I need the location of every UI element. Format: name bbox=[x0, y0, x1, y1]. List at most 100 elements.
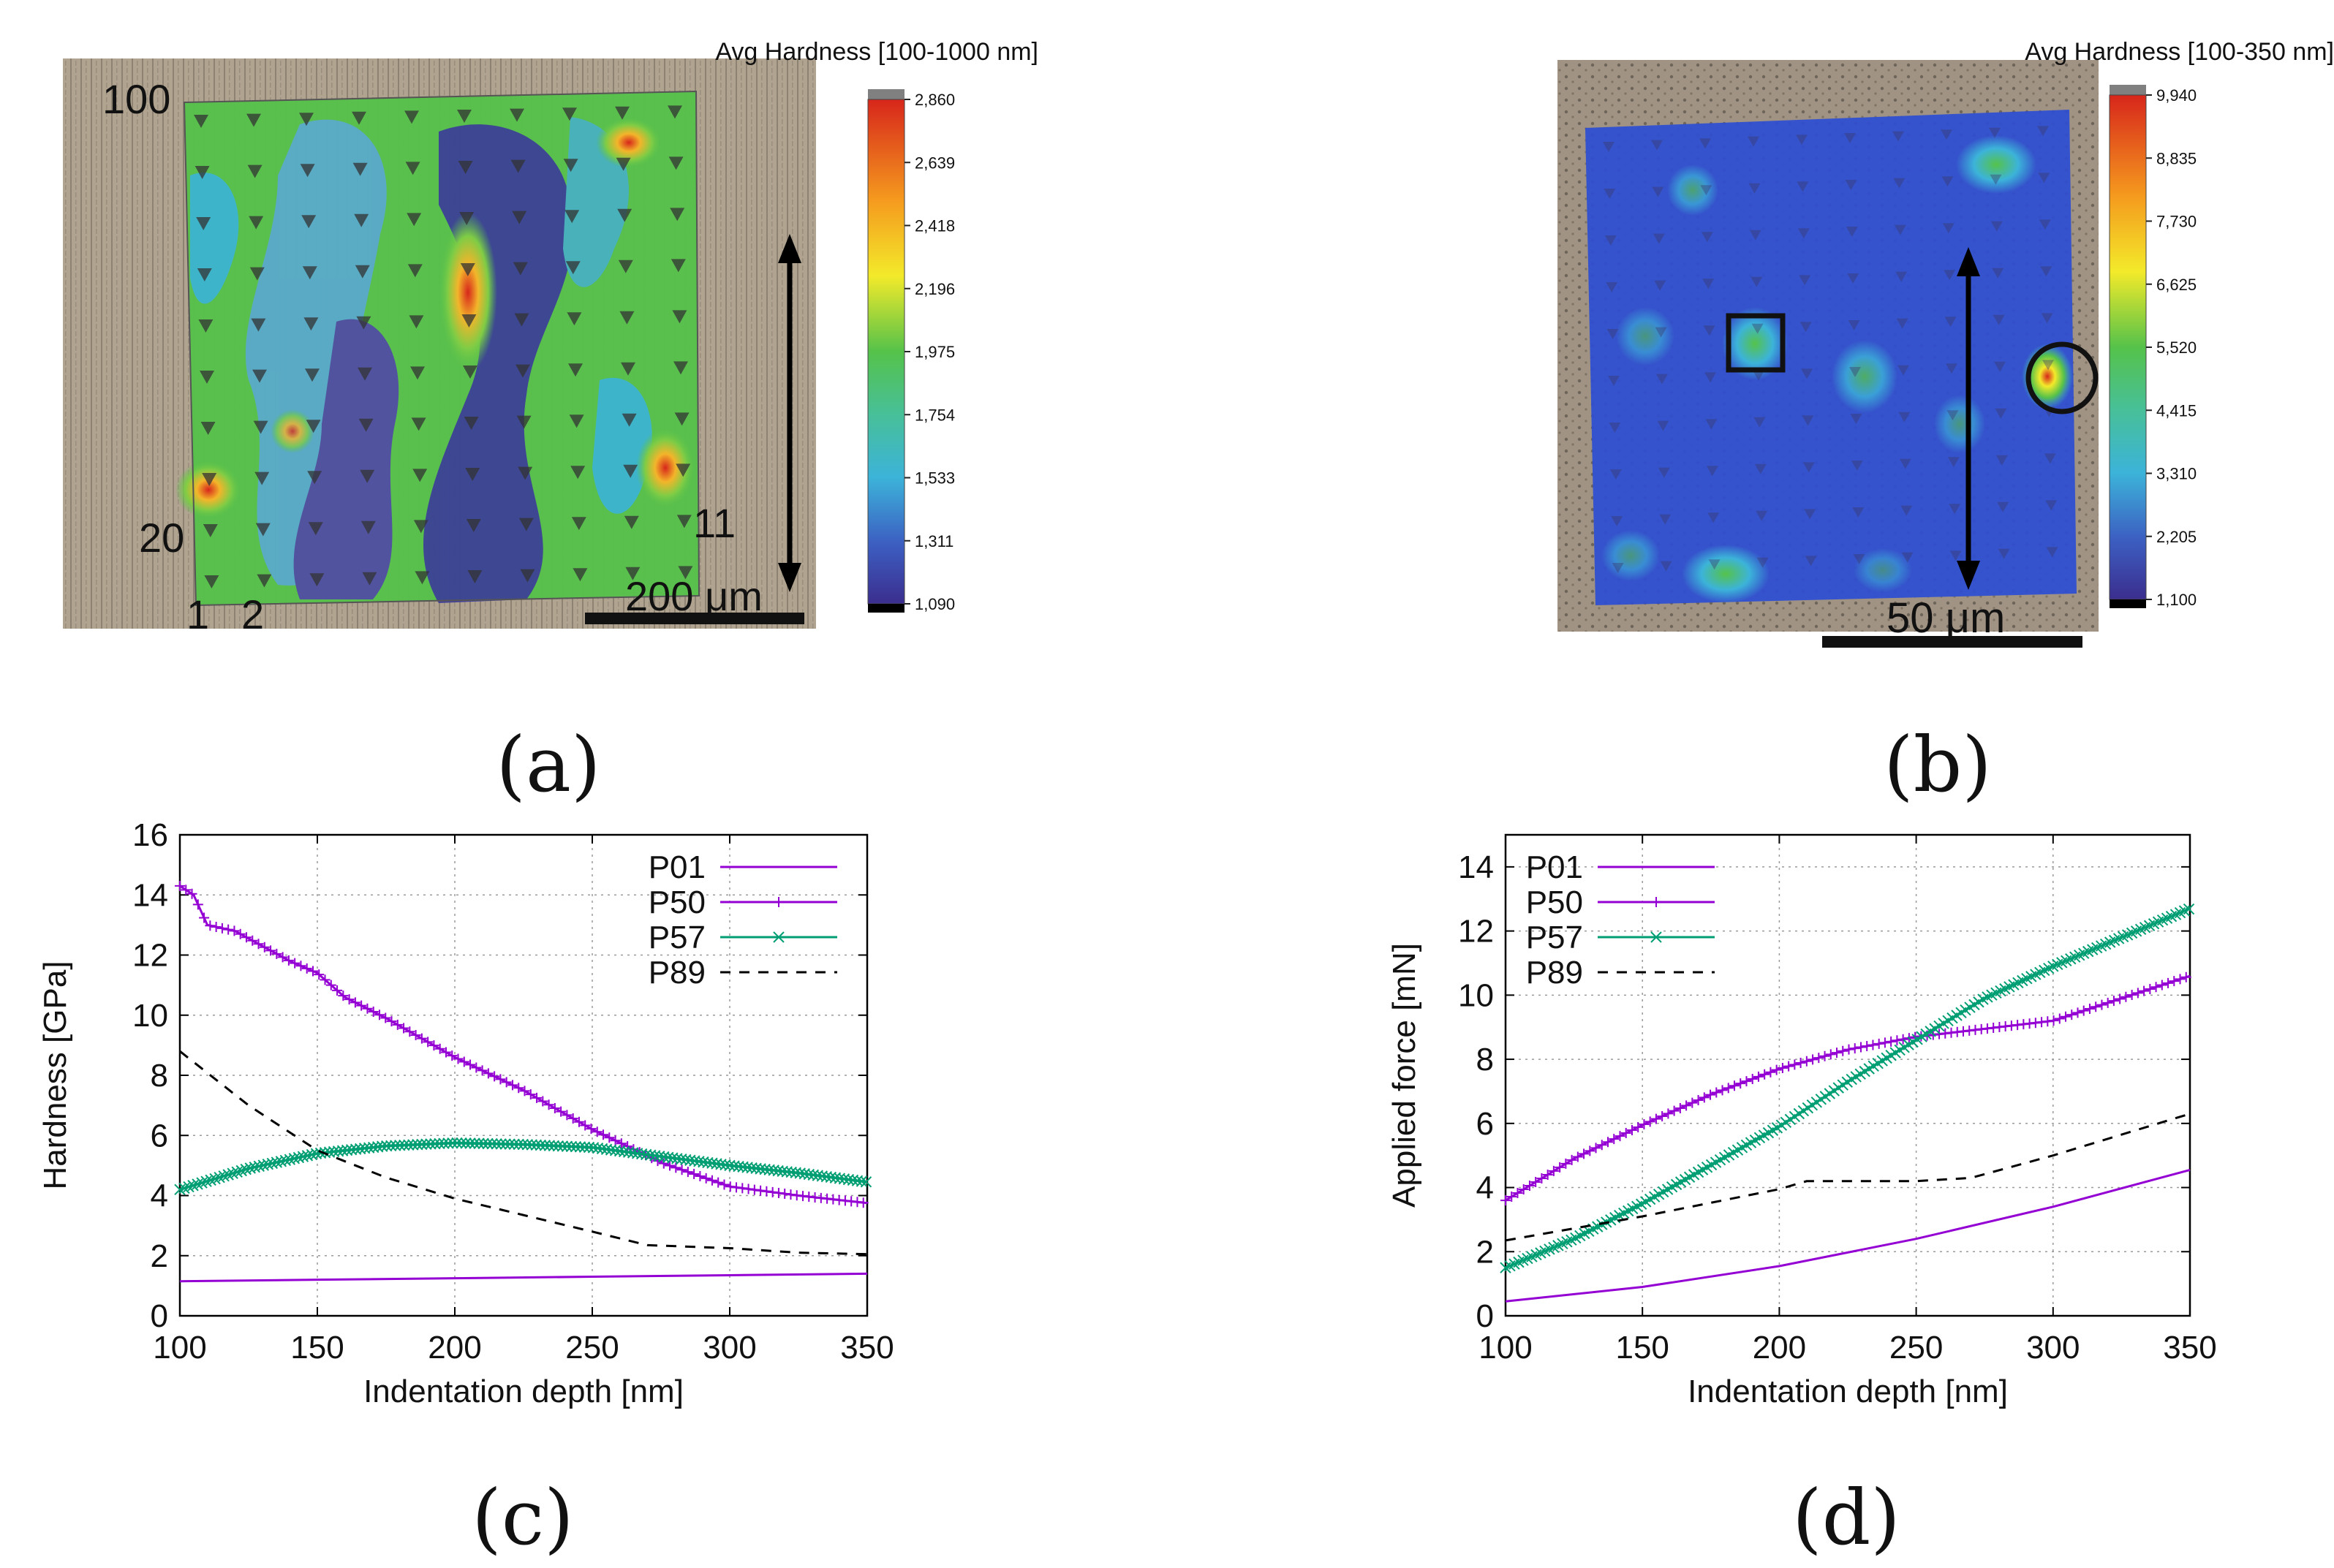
data-point-marker bbox=[543, 1099, 554, 1110]
x-tick-label: 200 bbox=[428, 1330, 481, 1366]
indent-marker bbox=[1989, 127, 2001, 138]
indent-marker bbox=[564, 210, 580, 224]
indent-marker bbox=[305, 368, 320, 382]
indent-marker bbox=[1802, 415, 1814, 426]
grid-label-1: 1 bbox=[186, 591, 209, 637]
indent-marker bbox=[567, 312, 582, 326]
data-point-marker bbox=[240, 1163, 252, 1175]
data-point-marker bbox=[392, 1019, 403, 1030]
data-point-marker bbox=[548, 1140, 560, 1152]
indent-marker bbox=[204, 575, 219, 588]
indent-marker bbox=[1797, 228, 1810, 239]
data-point-marker bbox=[556, 1140, 569, 1152]
indent-marker bbox=[1901, 552, 1914, 563]
series-line bbox=[1505, 1168, 2191, 1303]
data-point-marker bbox=[456, 1137, 467, 1149]
indent-marker bbox=[354, 213, 369, 227]
indent-marker bbox=[358, 418, 374, 432]
chart-d-svg: 100 150 200 250 300 350 0 2 4 6 8 10 12 14 Indentation… bbox=[1386, 833, 2217, 1409]
data-point-marker bbox=[1855, 1042, 1866, 1053]
data-point-marker bbox=[306, 1148, 318, 1161]
indent-marker bbox=[1659, 514, 1672, 525]
data-point-marker bbox=[386, 1016, 397, 1027]
data-point-marker bbox=[1669, 1105, 1680, 1116]
data-point-marker bbox=[314, 969, 325, 980]
y-tick-label: 2 bbox=[1476, 1234, 1494, 1270]
indent-marker bbox=[676, 463, 691, 477]
indent-marker bbox=[1801, 368, 1813, 379]
data-point-marker bbox=[458, 1056, 469, 1067]
hardness-map-b: 50 μm Avg Hardness [100-350 nm] 9,940 8,8… bbox=[1550, 15, 2334, 658]
double-arrow-icon bbox=[778, 234, 801, 592]
data-point-marker bbox=[507, 1080, 518, 1091]
data-point-marker bbox=[295, 961, 306, 972]
colorbar-over bbox=[868, 89, 904, 99]
indent-marker bbox=[303, 317, 319, 331]
data-point-marker bbox=[183, 1181, 194, 1193]
indent-marker bbox=[1655, 327, 1667, 338]
data-point-marker bbox=[394, 1140, 406, 1151]
data-point-marker bbox=[604, 1132, 615, 1143]
data-point-marker bbox=[562, 1110, 573, 1121]
indent-marker bbox=[619, 311, 635, 325]
indent-marker bbox=[1998, 548, 2010, 559]
data-point-marker bbox=[1651, 897, 1661, 907]
data-point-marker bbox=[1572, 1151, 1583, 1162]
y-tick-label: 8 bbox=[151, 1058, 168, 1094]
indent-marker bbox=[1658, 467, 1670, 478]
indent-marker bbox=[194, 115, 208, 128]
data-point-marker bbox=[1825, 1049, 1836, 1060]
indent-marker bbox=[200, 422, 216, 435]
indent-marker bbox=[257, 574, 272, 588]
data-point-marker bbox=[537, 1096, 548, 1107]
data-point-marker bbox=[244, 1162, 256, 1174]
data-point-marker bbox=[586, 1124, 597, 1135]
colorbar-tick-label: 9,940 bbox=[2156, 86, 2197, 105]
indent-marker bbox=[1848, 320, 1860, 330]
indent-marker bbox=[1606, 282, 1618, 292]
data-point-marker bbox=[279, 1154, 292, 1167]
data-point-marker bbox=[1849, 1043, 1860, 1054]
data-point-marker bbox=[257, 1159, 270, 1171]
indent-marker bbox=[625, 567, 641, 580]
indent-marker bbox=[1799, 275, 1811, 286]
data-point-marker bbox=[2126, 990, 2137, 1001]
indent-marker bbox=[411, 417, 426, 431]
data-point-marker bbox=[785, 1189, 796, 1200]
data-point-marker bbox=[1674, 1102, 1685, 1113]
data-point-marker bbox=[440, 1047, 451, 1058]
indent-marker bbox=[1804, 509, 1816, 520]
data-point-marker bbox=[1620, 1128, 1631, 1139]
data-point-marker bbox=[725, 1181, 736, 1192]
colorbar-over bbox=[2110, 85, 2146, 95]
indent-marker bbox=[676, 515, 692, 529]
indent-marker bbox=[1895, 271, 1908, 282]
data-point-marker bbox=[1813, 1053, 1824, 1064]
indent-marker bbox=[1651, 140, 1663, 151]
data-point-marker bbox=[695, 1170, 706, 1181]
data-point-marker bbox=[1590, 1143, 1601, 1154]
indent-marker bbox=[1611, 516, 1623, 526]
series-P57 bbox=[1500, 903, 2195, 1273]
data-point-marker bbox=[425, 1138, 437, 1150]
series-line bbox=[1505, 907, 2191, 1269]
data-point-marker bbox=[1729, 1080, 1740, 1091]
data-point-marker bbox=[1801, 1056, 1812, 1067]
data-point-marker bbox=[616, 1138, 627, 1149]
series-P01 bbox=[1505, 1168, 2191, 1303]
data-point-marker bbox=[1717, 1085, 1728, 1096]
data-point-marker bbox=[451, 1137, 463, 1149]
indent-marker bbox=[1656, 374, 1668, 385]
indent-marker bbox=[615, 106, 630, 120]
indent-marker bbox=[300, 164, 315, 178]
indent-marker bbox=[1899, 458, 1911, 469]
data-point-marker bbox=[773, 931, 785, 943]
data-point-marker bbox=[549, 1102, 560, 1113]
indent-marker bbox=[196, 217, 211, 230]
data-point-marker bbox=[1795, 1058, 1806, 1069]
data-point-marker bbox=[372, 1141, 384, 1153]
indent-marker bbox=[466, 519, 481, 532]
data-point-marker bbox=[1663, 1108, 1674, 1119]
indent-marker bbox=[203, 524, 218, 537]
data-point-marker bbox=[216, 923, 227, 933]
